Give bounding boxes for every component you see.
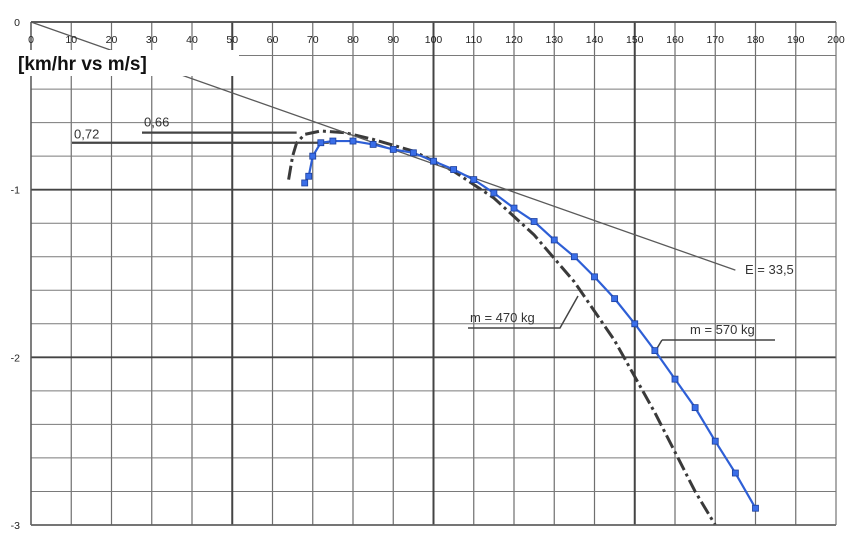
x-tick-label: 10: [65, 34, 77, 46]
label-470: m = 470 kg: [470, 310, 535, 325]
series-layer: [301, 137, 759, 512]
data-point: [510, 204, 518, 212]
x-tick-label: 70: [307, 34, 319, 46]
x-tick-label: 120: [505, 34, 523, 46]
x-tick-label: 160: [666, 34, 684, 46]
data-point: [349, 137, 357, 145]
label-072: 0,72: [74, 127, 99, 142]
x-tick-label: 130: [545, 34, 563, 46]
data-point: [490, 189, 498, 197]
data-point: [470, 176, 478, 184]
data-point: [591, 273, 598, 281]
x-tick-label: 100: [425, 34, 443, 46]
title-box: [14, 50, 239, 76]
x-tick-label: 140: [586, 34, 604, 46]
label-e: E = 33,5: [745, 262, 794, 277]
label-570: m = 570 kg: [690, 322, 755, 337]
x-tick-label: 90: [387, 34, 399, 46]
data-point: [430, 157, 437, 165]
data-point: [671, 375, 679, 383]
y-tick-label: -2: [11, 352, 20, 364]
x-tick-label: 50: [226, 34, 238, 46]
data-point: [570, 253, 578, 261]
x-tick-label: 80: [347, 34, 359, 46]
data-point: [329, 137, 337, 145]
leader-470: [468, 295, 579, 329]
x-tick-label: 30: [146, 34, 158, 46]
x-tick-label: 20: [106, 34, 118, 46]
data-point: [691, 404, 699, 412]
data-point: [530, 218, 538, 225]
data-point: [317, 139, 325, 147]
data-point: [301, 179, 309, 187]
x-tick-label: 150: [626, 34, 644, 46]
data-point: [631, 320, 639, 328]
data-point: [651, 347, 659, 355]
x-tick-label: 180: [747, 34, 765, 46]
data-point: [711, 437, 719, 445]
chart-title: [km/hr vs m/s]: [18, 54, 147, 75]
data-point: [611, 295, 619, 303]
data-point: [409, 149, 417, 157]
data-point: [550, 236, 558, 244]
data-point: [305, 172, 313, 180]
x-tick-label: 0: [28, 34, 34, 46]
data-point: [450, 166, 458, 173]
label-066: 0,66: [144, 115, 169, 130]
annotations: 0,72 0,66 E = 33,5 m = 470 kg m = 570 kg: [72, 115, 794, 351]
data-point: [731, 469, 739, 477]
x-tick-label: 60: [267, 34, 279, 46]
axes: [30, 21, 837, 526]
data-point: [752, 504, 759, 512]
y-tick-label: -3: [11, 520, 20, 532]
data-point: [389, 146, 397, 153]
x-tick-label: 170: [706, 34, 724, 46]
y-tick-label: -1: [11, 185, 20, 197]
data-point: [369, 140, 377, 148]
tick-labels: 0 10 20 30 40 50 60 70 80 90 100 110 120 130 140 150 160…: [11, 17, 845, 532]
x-tick-label: 110: [465, 34, 482, 46]
data-point: [309, 152, 317, 160]
x-tick-label: 190: [787, 34, 805, 46]
x-tick-label: 200: [827, 34, 845, 46]
x-tick-label: 40: [186, 34, 198, 46]
y-tick-label: 0: [14, 17, 20, 29]
